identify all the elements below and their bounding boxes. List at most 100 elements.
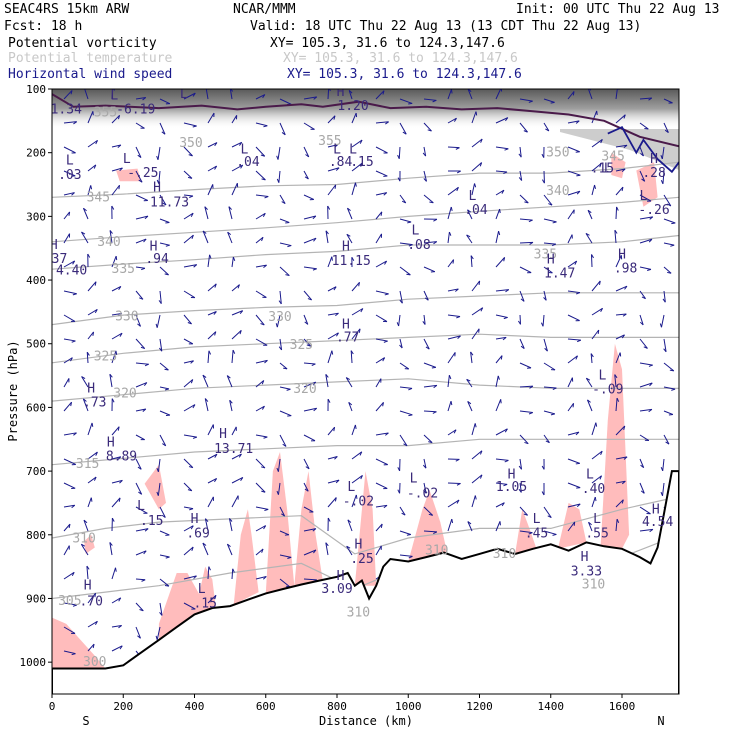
wind-arrow [303, 290, 313, 301]
theta-label: 320 [113, 386, 136, 401]
wind-arrow [447, 518, 454, 532]
wind-arrow [471, 307, 484, 316]
wind-arrow [231, 426, 237, 436]
wind-arrow [423, 410, 437, 414]
pv-shaded-region [294, 471, 323, 586]
wind-arrow [327, 144, 338, 148]
wind-arrow [327, 517, 331, 532]
wind-arrow [81, 376, 89, 388]
wind-arrow [471, 162, 483, 172]
pv-extremum-label: H [581, 550, 589, 565]
wind-arrow [543, 218, 557, 224]
wind-arrow [279, 434, 287, 447]
wind-arrow [279, 386, 291, 391]
wind-arrow [519, 122, 528, 133]
wind-arrow [111, 285, 122, 292]
wind-arrow [228, 206, 233, 220]
wind-arrow [518, 146, 522, 158]
wind-arrow [80, 543, 89, 556]
wind-arrow [422, 458, 427, 469]
wind-arrow [375, 146, 388, 154]
wind-arrow [615, 206, 619, 220]
pv-extremum-label: L [639, 189, 647, 204]
pv-extremum-label: .04 [236, 155, 260, 170]
field-potential-vorticity: Potential vorticity [8, 36, 157, 51]
wind-arrow [63, 121, 77, 125]
wind-arrow [327, 497, 337, 508]
wind-arrow [495, 399, 502, 412]
wind-arrow [466, 234, 473, 244]
wind-arrow [543, 194, 553, 206]
wind-arrow [471, 280, 481, 292]
theta-contour [52, 438, 679, 466]
pv-extremum-label: .98 [614, 262, 637, 277]
y-tick-label: 600 [26, 401, 46, 414]
wind-arrow [375, 121, 389, 125]
wind-arrow [423, 384, 438, 389]
pv-shaded-region [194, 566, 216, 615]
wind-arrow [279, 242, 292, 248]
wind-arrow [183, 314, 192, 325]
theta-label: 330 [115, 309, 138, 324]
wind-arrow [135, 238, 147, 244]
wind-arrow [63, 290, 77, 296]
wind-arrow [567, 209, 575, 220]
wind-arrow [303, 96, 318, 100]
pv-extremum-label: L [604, 162, 612, 177]
wind-arrow [255, 314, 265, 326]
wind-arrow [351, 494, 358, 508]
x-tick-label: 1400 [538, 700, 565, 713]
wind-arrow [567, 290, 581, 295]
wind-arrow [204, 206, 209, 220]
pv-extremum-label: L [123, 152, 131, 167]
pv-extremum-label: H [650, 152, 658, 167]
wind-arrow [159, 410, 171, 417]
wind-arrow [207, 142, 218, 148]
wind-arrow [375, 260, 388, 268]
wind-arrow [543, 122, 550, 132]
wind-arrow [158, 338, 163, 352]
wind-arrow [135, 215, 149, 220]
wind-arrow [422, 314, 426, 325]
wind-arrow [111, 167, 123, 172]
wind-arrow [375, 402, 384, 412]
wind-arrow [81, 231, 89, 244]
wind-arrow [467, 401, 473, 412]
wind-arrow [183, 122, 197, 128]
wind-arrow [255, 212, 266, 220]
wind-arrow [135, 96, 147, 101]
wind-arrow [111, 426, 120, 436]
wind-arrow [543, 266, 553, 274]
pv-extremum-label: L [349, 143, 357, 158]
wind-arrow [470, 351, 474, 364]
pv-extremum-label: L [66, 153, 74, 168]
wind-arrow [327, 256, 333, 268]
wind-arrow [567, 521, 576, 532]
wind-arrow [276, 458, 281, 472]
theta-label: 325 [290, 338, 313, 353]
pv-extremum-label: .73 [83, 395, 106, 410]
wind-arrow [327, 426, 336, 436]
wind-arrow [519, 266, 532, 274]
wind-arrow [207, 566, 211, 580]
wind-arrow [183, 92, 196, 100]
wind-arrow [303, 506, 314, 513]
wind-arrow [518, 482, 522, 493]
wind-arrow [275, 314, 281, 328]
wind-arrow [495, 189, 505, 196]
wind-arrow [543, 410, 555, 416]
x-tick-label: 1200 [466, 700, 493, 713]
wind-arrow [614, 374, 618, 388]
wind-arrow [471, 111, 478, 124]
wind-arrow [423, 218, 438, 222]
init-time: Init: 00 UTC Thu 22 Aug 13 [516, 2, 720, 17]
wind-arrow [255, 380, 265, 388]
wind-arrow [87, 253, 91, 268]
x-tick-label: 800 [327, 700, 347, 713]
pv-extremum-label: -.25 [127, 166, 158, 181]
wind-arrow [303, 215, 317, 220]
pv-shaded-region [233, 509, 259, 605]
wind-arrow [471, 138, 483, 148]
wind-arrow [423, 434, 433, 444]
